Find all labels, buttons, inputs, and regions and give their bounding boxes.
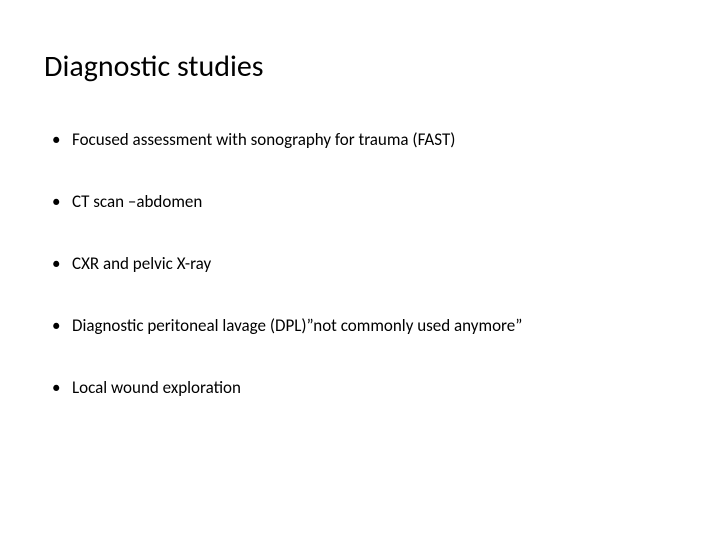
list-item: CXR and pelvic X-ray [44, 253, 676, 275]
bullet-list: Focused assessment with sonography for t… [44, 129, 676, 399]
list-item: Focused assessment with sonography for t… [44, 129, 676, 151]
list-item: Local wound exploration [44, 377, 676, 399]
slide: Diagnostic studies Focused assessment wi… [0, 0, 720, 540]
slide-title: Diagnostic studies [44, 48, 676, 85]
list-item: CT scan –abdomen [44, 191, 676, 213]
list-item: Diagnostic peritoneal lavage (DPL)”not c… [44, 315, 676, 337]
